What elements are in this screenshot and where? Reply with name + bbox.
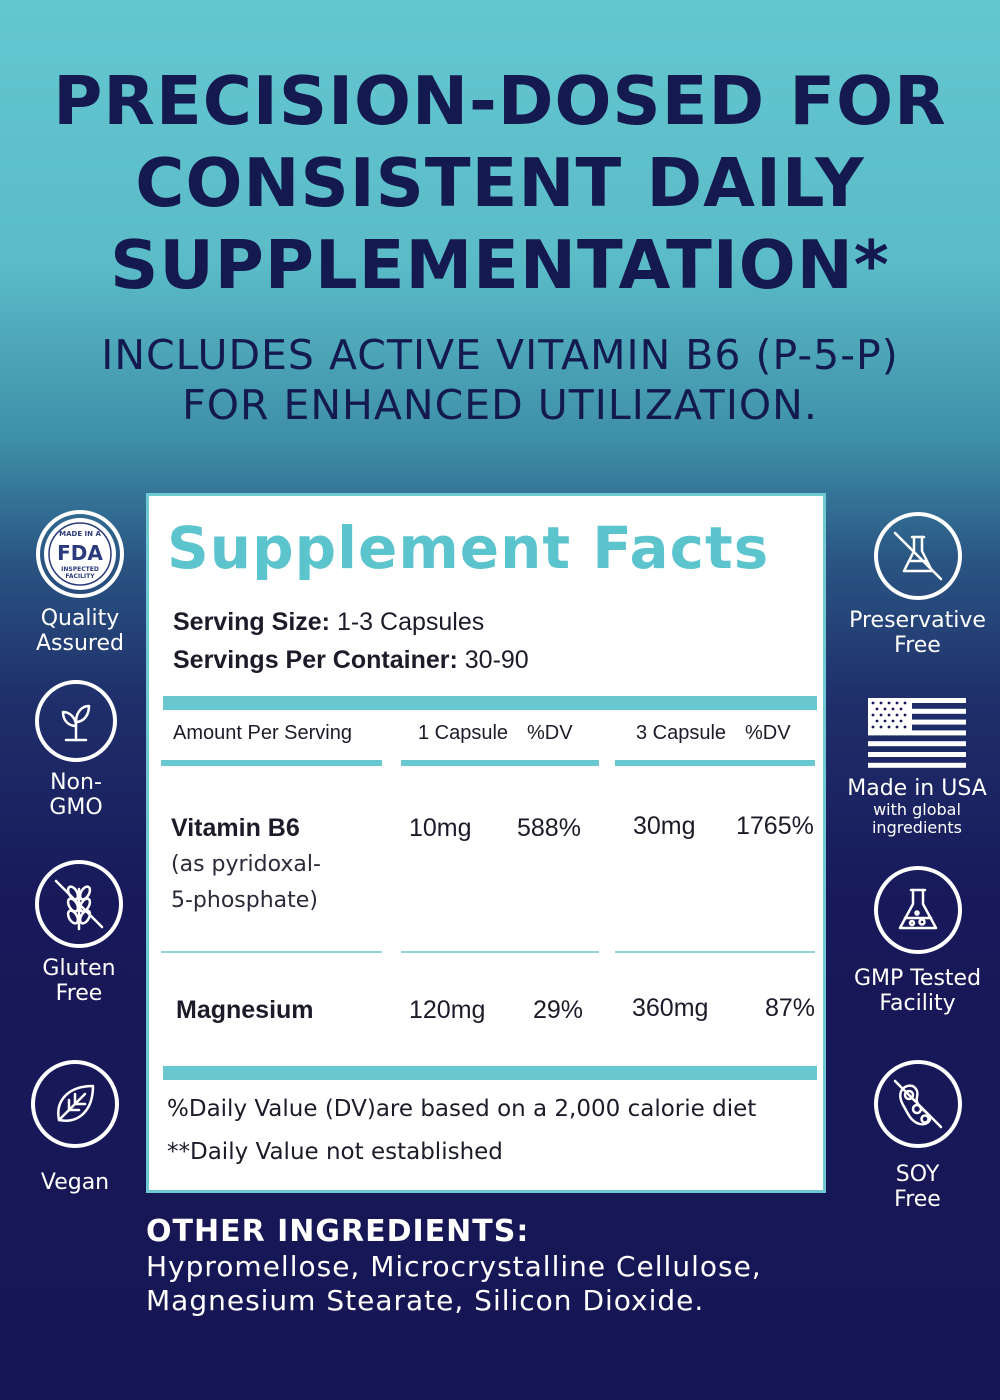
no-soy-icon bbox=[873, 1060, 962, 1148]
serving-size: Serving Size: 1-3 Capsules bbox=[173, 608, 484, 637]
servings-per-container: Servings Per Container: 30-90 bbox=[173, 646, 529, 675]
badge-label: Gluten Free bbox=[14, 956, 144, 1006]
fda-seal-top-text: MADE IN A bbox=[59, 530, 101, 538]
badge-gmp-tested-facility: GMP Tested Facility bbox=[840, 866, 995, 1016]
subheadline: INCLUDES ACTIVE VITAMIN B6 (P-5-P) FOR E… bbox=[0, 330, 1000, 430]
column-1-capsule-dv: %DV bbox=[527, 722, 573, 744]
badge-vegan: Vegan bbox=[10, 1060, 140, 1195]
magnesium-amount-3-capsule: 360mg bbox=[632, 994, 709, 1022]
us-flag-icon bbox=[868, 698, 966, 768]
badge-label-line-1: Made in USA bbox=[847, 776, 987, 801]
no-wheat-icon bbox=[35, 860, 123, 948]
column-divider-amount bbox=[161, 760, 382, 766]
badge-label-line-1: GMP Tested bbox=[853, 966, 982, 991]
magnesium-amount-1-capsule: 120mg bbox=[409, 996, 486, 1024]
subheadline-line-1: INCLUDES ACTIVE VITAMIN B6 (P-5-P) bbox=[101, 331, 899, 379]
badge-fda-quality-assured: MADE IN A FDA INSPECTED FACILITY Quality… bbox=[15, 510, 145, 656]
vitamin-b6-dv-3-capsule: 1765% bbox=[736, 812, 814, 840]
fda-seal-main-text: FDA bbox=[57, 541, 103, 565]
badge-label-line-2: Free bbox=[894, 633, 941, 658]
row-divider bbox=[161, 951, 382, 953]
nutrient-source-line-2: 5-phosphate) bbox=[171, 888, 318, 913]
headline: PRECISION-DOSED FOR CONSISTENT DAILY SUP… bbox=[0, 60, 1000, 306]
thick-divider-top bbox=[163, 696, 817, 710]
badge-label-line-2: Free bbox=[894, 1187, 941, 1212]
fda-seal-bottom-text-2: FACILITY bbox=[65, 573, 95, 580]
badge-label: Vegan bbox=[10, 1170, 140, 1195]
no-flask-icon bbox=[873, 512, 962, 600]
serving-size-label: Serving Size: bbox=[173, 608, 330, 636]
headline-line-2: CONSISTENT DAILY bbox=[135, 144, 865, 222]
badge-label-line-2: Facility bbox=[879, 991, 956, 1016]
other-ingredients-line-2: Magnesium Stearate, Silicon Dioxide. bbox=[146, 1284, 705, 1317]
subheadline-line-2: FOR ENHANCED UTILIZATION. bbox=[182, 381, 818, 429]
magnesium-dv-3-capsule: 87% bbox=[765, 994, 816, 1022]
fda-seal-icon: MADE IN A FDA INSPECTED FACILITY bbox=[36, 510, 124, 598]
badge-gluten-free: Gluten Free bbox=[14, 860, 144, 1006]
badge-label: Made in USA with global ingredients bbox=[842, 776, 992, 837]
serving-size-value: 1-3 Capsules bbox=[330, 608, 485, 636]
supplement-facts-panel: Supplement Facts Serving Size: 1-3 Capsu… bbox=[146, 493, 826, 1193]
supplement-facts-title: Supplement Facts bbox=[167, 514, 770, 582]
nutrient-source-line-1: (as pyridoxal- bbox=[171, 852, 321, 877]
column-1-capsule: 1 Capsule bbox=[418, 722, 509, 744]
lab-flask-icon bbox=[873, 866, 962, 954]
nutrient-vitamin-b6: Vitamin B6 (as pyridoxal- 5-phosphate) bbox=[171, 814, 321, 919]
badge-label-line-1: SOY bbox=[895, 1162, 940, 1187]
badge-label-line-2: Free bbox=[55, 981, 103, 1006]
thick-divider-bottom bbox=[163, 1066, 817, 1080]
badge-label-line-1: Non- bbox=[50, 770, 102, 795]
badge-label-line-2: Assured bbox=[36, 631, 124, 656]
column-3-capsule: 3 Capsule bbox=[636, 722, 727, 744]
row-divider bbox=[401, 951, 599, 953]
nutrient-name: Vitamin B6 bbox=[171, 814, 300, 842]
servings-per-container-value: 30-90 bbox=[457, 646, 529, 674]
badge-label: Preservative Free bbox=[840, 608, 995, 658]
column-divider-1-capsule bbox=[401, 760, 599, 766]
other-ingredients-list: Hypromellose, Microcrystalline Cellulose… bbox=[146, 1250, 846, 1318]
column-divider-3-capsule bbox=[615, 760, 815, 766]
badge-label-line-1: Quality bbox=[40, 606, 120, 631]
badge-label: GMP Tested Facility bbox=[840, 966, 995, 1016]
badge-label-line-2: GMO bbox=[49, 795, 103, 820]
row-divider bbox=[615, 951, 815, 953]
servings-per-container-label: Servings Per Container: bbox=[173, 646, 458, 674]
badge-made-in-usa: Made in USA with global ingredients bbox=[842, 698, 992, 837]
vitamin-b6-dv-1-capsule: 588% bbox=[517, 814, 581, 842]
badge-label: Non- GMO bbox=[11, 770, 141, 820]
nutrient-magnesium: Magnesium bbox=[176, 996, 314, 1024]
headline-line-3: SUPPLEMENTATION* bbox=[110, 226, 890, 304]
badge-label-line-1: Preservative bbox=[849, 608, 986, 633]
fda-seal-bottom-text-1: INSPECTED bbox=[61, 566, 99, 573]
daily-value-footnote: %Daily Value (DV)are based on a 2,000 ca… bbox=[167, 1096, 757, 1122]
other-ingredients-line-1: Hypromellose, Microcrystalline Cellulose… bbox=[146, 1250, 762, 1283]
badge-label-line-1: Gluten bbox=[42, 956, 116, 981]
leaf-icon bbox=[31, 1060, 119, 1148]
daily-value-not-established-footnote: **Daily Value not established bbox=[167, 1139, 503, 1165]
vitamin-b6-amount-1-capsule: 10mg bbox=[409, 814, 472, 842]
column-3-capsule-dv: %DV bbox=[745, 722, 791, 744]
badge-non-gmo: Non- GMO bbox=[11, 680, 141, 820]
badge-label: SOY Free bbox=[840, 1162, 995, 1212]
badge-label-line-1: Vegan bbox=[40, 1170, 110, 1195]
other-ingredients-title: OTHER INGREDIENTS: bbox=[146, 1214, 530, 1249]
sprout-icon bbox=[35, 680, 117, 762]
magnesium-dv-1-capsule: 29% bbox=[533, 996, 584, 1024]
column-amount-per-serving: Amount Per Serving bbox=[173, 722, 352, 744]
vitamin-b6-amount-3-capsule: 30mg bbox=[633, 812, 696, 840]
badge-label-line-3: ingredients bbox=[871, 818, 962, 837]
badge-label: Quality Assured bbox=[15, 606, 145, 656]
headline-line-1: PRECISION-DOSED FOR bbox=[53, 62, 947, 140]
badge-soy-free: SOY Free bbox=[840, 1060, 995, 1212]
badge-label-line-2: with global bbox=[873, 800, 961, 819]
badge-preservative-free: Preservative Free bbox=[840, 512, 995, 658]
